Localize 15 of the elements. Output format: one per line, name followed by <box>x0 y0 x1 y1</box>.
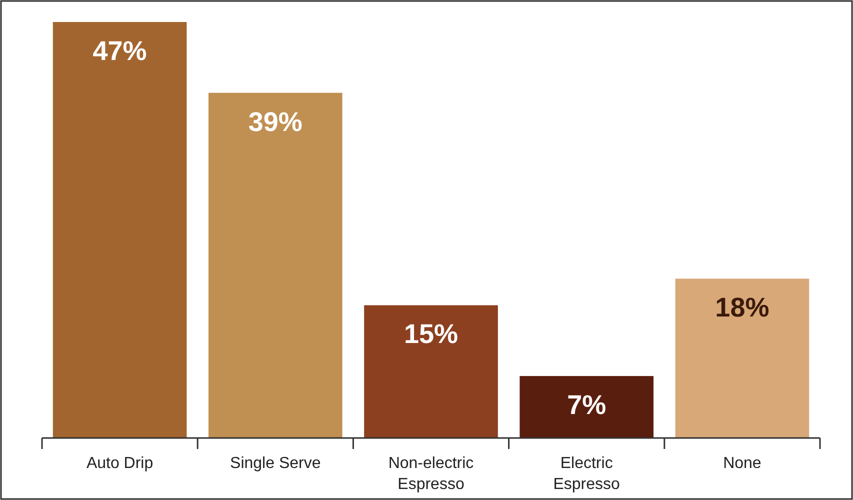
data-label: 15% <box>404 319 458 350</box>
x-tick-label: Electric Espresso <box>553 455 620 493</box>
data-label: 47% <box>92 36 147 66</box>
data-label: 18% <box>715 292 770 323</box>
bar <box>364 305 498 438</box>
data-label: 39% <box>248 106 302 137</box>
x-tick-label: None <box>723 455 762 472</box>
bar <box>52 22 187 438</box>
bar <box>208 92 342 438</box>
x-tick-label: Non-electric Espresso <box>388 455 474 493</box>
x-tick-label: Auto Drip <box>86 455 154 472</box>
bar <box>675 278 810 438</box>
data-label: 7% <box>567 390 606 420</box>
bar <box>520 376 654 438</box>
x-tick-label: Single Serve <box>230 455 321 472</box>
